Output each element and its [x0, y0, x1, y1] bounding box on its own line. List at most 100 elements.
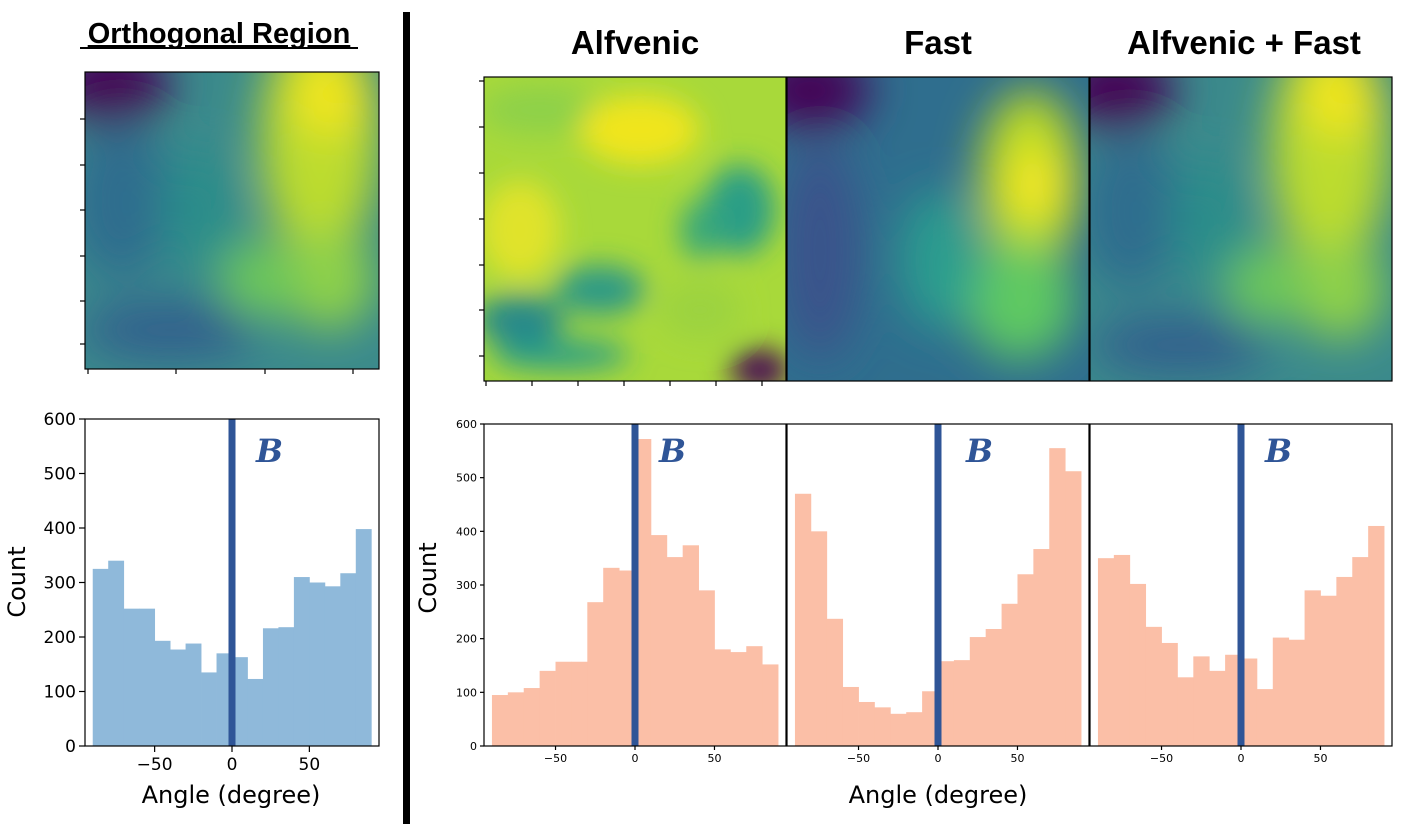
histogram-bar — [201, 672, 217, 746]
histogram-bar — [355, 529, 372, 746]
histogram-bar — [938, 661, 955, 746]
histogram-bar — [309, 582, 326, 746]
b-field-label: B — [658, 432, 686, 470]
y-tick-label: 500 — [456, 472, 477, 485]
histogram-bar — [922, 691, 939, 746]
y-tick-label: 100 — [456, 686, 477, 699]
histogram-bar — [906, 712, 923, 746]
histogram-bar — [491, 695, 509, 746]
orthogonal-title: Orthogonal Region — [88, 18, 351, 50]
histogram-bar — [216, 653, 233, 746]
x-tick-label: −50 — [544, 752, 567, 765]
histogram-bar — [293, 577, 310, 746]
y-tick-label: 0 — [65, 737, 76, 757]
x-tick-label: −50 — [847, 752, 870, 765]
x-tick-label: −50 — [1150, 752, 1173, 765]
histogram-bar — [507, 692, 525, 746]
histogram-bar — [1033, 549, 1050, 746]
combined-title: Alfvenic + Fast — [1127, 24, 1361, 61]
histogram-bar — [340, 573, 357, 746]
fast-map — [787, 77, 1089, 381]
combined-histogram: B −50 0 50 — [1089, 423, 1393, 765]
histogram-bar — [1161, 642, 1178, 746]
histogram-bar — [123, 608, 140, 746]
histogram-bar — [635, 439, 652, 746]
histogram-bar — [603, 567, 620, 746]
histogram-bar — [1304, 590, 1321, 746]
b-field-label: B — [965, 432, 993, 470]
histogram-bar — [1368, 525, 1385, 746]
fast-title: Fast — [904, 24, 972, 61]
histogram-bar — [826, 618, 844, 746]
histogram-bar — [278, 627, 295, 746]
histogram-bar — [247, 678, 264, 746]
histogram-bar — [746, 646, 763, 746]
histogram-bar — [1288, 639, 1305, 746]
y-tick-label: 100 — [44, 683, 76, 703]
alfvenic-map — [484, 77, 786, 381]
x-tick-label: 50 — [1010, 752, 1024, 765]
histogram-bar — [810, 531, 828, 746]
x-tick-label: −50 — [137, 755, 173, 775]
histogram-bar — [1113, 554, 1131, 746]
histogram-bar — [1256, 689, 1274, 746]
y-tick-label: 600 — [456, 418, 477, 431]
histogram-bar — [324, 586, 341, 746]
histogram-bar — [985, 629, 1002, 746]
histogram-bar — [1145, 626, 1162, 746]
histogram-bar — [170, 649, 186, 746]
histogram-bar — [619, 570, 636, 746]
histogram-bar — [571, 661, 588, 746]
histogram-bar — [953, 660, 971, 746]
y-tick-label: 600 — [44, 410, 76, 430]
histogram-bar — [730, 652, 747, 746]
alfvenic-title: Alfvenic — [571, 24, 699, 61]
histogram-bar — [1049, 448, 1066, 746]
y-tick-label: 500 — [44, 465, 76, 485]
histogram-bar — [262, 628, 279, 746]
histogram-bar — [555, 661, 572, 746]
histogram-bar — [858, 701, 875, 746]
y-tick-label: 300 — [44, 574, 76, 594]
x-tick-label: 0 — [935, 752, 942, 765]
b-field-label: B — [1264, 432, 1292, 470]
histogram-bar — [1097, 558, 1115, 746]
histogram-bar — [890, 713, 907, 746]
histogram-bar — [1017, 574, 1034, 746]
x-tick-label: 50 — [707, 752, 721, 765]
combined-map-frame — [1089, 76, 1393, 382]
right-xlabel: Angle (degree) — [849, 781, 1028, 809]
x-tick-label: 0 — [227, 755, 238, 775]
histogram-bar — [1209, 670, 1226, 746]
histogram-bar — [666, 557, 684, 746]
y-tick-label: 300 — [456, 579, 477, 592]
y-tick-label: 200 — [44, 628, 76, 648]
orthogonal-map — [85, 72, 379, 369]
histogram-bar — [1193, 656, 1210, 746]
histogram-bar — [92, 568, 109, 746]
histogram-bar — [794, 493, 812, 746]
histogram-bar — [969, 637, 987, 746]
histogram-bar — [539, 670, 556, 746]
y-tick-label: 400 — [44, 519, 76, 539]
histogram-bar — [1065, 471, 1082, 746]
histogram-bar — [139, 608, 156, 746]
panel-divider — [403, 12, 410, 824]
histogram-bar — [587, 602, 604, 746]
histogram-bar — [154, 640, 171, 746]
y-tick-label: 200 — [456, 633, 477, 646]
histogram-bar — [1225, 654, 1242, 746]
orthogonal-map-frame — [84, 71, 380, 370]
histogram-bar — [714, 649, 731, 746]
histogram-bar — [1001, 603, 1018, 746]
histogram-bar — [762, 664, 779, 746]
histogram-bar — [650, 535, 668, 746]
alfvenic-map-ticks — [479, 80, 763, 386]
histogram-bar — [1320, 595, 1337, 746]
orth-ylabel: Count — [3, 546, 31, 617]
x-tick-label: 50 — [299, 755, 321, 775]
histogram-bar — [185, 643, 202, 746]
